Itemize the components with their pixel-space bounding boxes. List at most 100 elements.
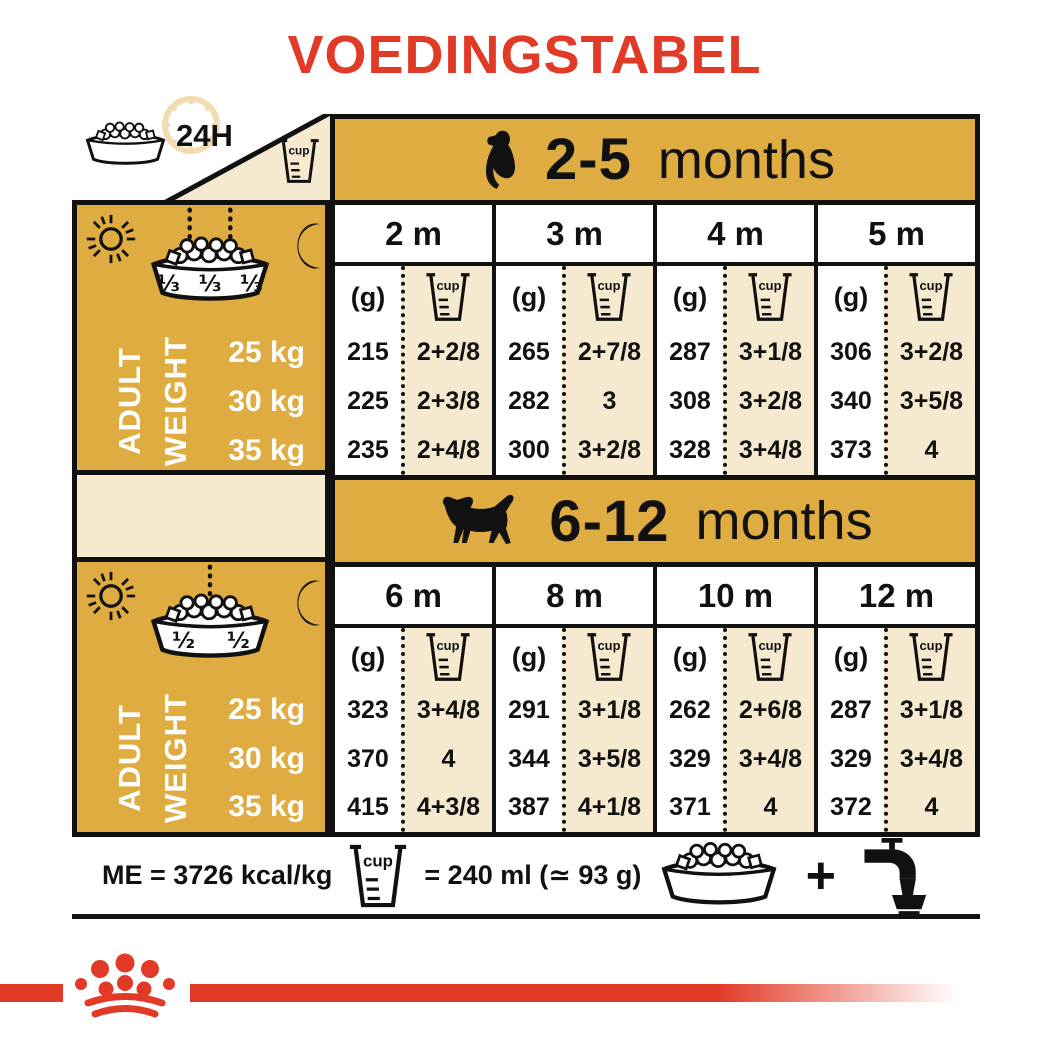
grams-value: 329: [830, 744, 872, 773]
weight-label: 35 kg: [228, 434, 305, 467]
grams-header: (g): [672, 281, 708, 312]
grams-value: 300: [508, 436, 550, 464]
puppy-icon: [486, 130, 516, 189]
month-label: 4 m: [657, 205, 814, 266]
age-unit: months: [657, 129, 835, 190]
month-label: 2 m: [335, 205, 492, 266]
cup-value: 3+4/8: [899, 744, 964, 773]
cup-equivalence: = 240 ml (≃ 93 g): [424, 860, 642, 890]
footer-legend: ME = 3726 kcal/kg = 240 ml (≃ 93 g) +: [72, 832, 980, 919]
fraction-label: ⅓: [199, 272, 222, 297]
weight-label: 35 kg: [228, 790, 305, 824]
brand-bar-left: [0, 984, 63, 1002]
section-header-2-5-months: 2-5 months: [335, 119, 975, 200]
cup-value: 3+1/8: [577, 695, 642, 724]
grams-value: 329: [669, 744, 711, 773]
adult-dog-icon: [443, 494, 514, 544]
month-label: 10 m: [657, 567, 814, 628]
weight-rows: 25 kg 30 kg 35 kg: [189, 686, 309, 832]
cup-value: 2+3/8: [416, 387, 481, 415]
cup-value: 2+4/8: [416, 436, 481, 464]
fraction-label: ½: [172, 629, 195, 654]
grams-value: 291: [508, 695, 550, 724]
fraction-label: ½: [227, 629, 250, 654]
bowl-thirds-icon: ⅓ ⅓ ⅓: [135, 207, 285, 313]
age-range: 2-5: [545, 127, 632, 192]
royal-canin-crown-logo: [75, 953, 175, 1018]
grams-value: 371: [669, 793, 711, 822]
grams-value: 235: [347, 436, 389, 464]
grams-header: (g): [511, 281, 547, 312]
cup-value: 2+6/8: [738, 695, 803, 724]
clock-icon: [162, 96, 220, 154]
fraction-label: ⅓: [157, 272, 180, 297]
grams-value: 344: [508, 744, 550, 773]
cup-icon: [747, 633, 794, 681]
cup-icon: [586, 273, 633, 321]
table-left-stack: ⅓ ⅓ ⅓ ADULT WEIGHT 25 kg 30 kg 35 kg: [72, 200, 330, 837]
section-header-6-12-months: 6-12 months: [335, 475, 975, 562]
grams-header: (g): [511, 641, 547, 672]
month-column-4m: 4 m (g) 287 308 328 3+1/8 3+2/8 3+4/8: [653, 205, 814, 475]
cup-value: 3+2/8: [738, 387, 803, 415]
grams-value: 265: [508, 338, 550, 366]
grams-value: 323: [347, 695, 389, 724]
cup-value: 3+1/8: [738, 338, 803, 366]
month-label: 3 m: [496, 205, 653, 266]
cup-value: 3+5/8: [899, 387, 964, 415]
grams-value: 306: [830, 338, 872, 366]
cup-icon: [586, 633, 633, 681]
month-label: 12 m: [818, 567, 975, 628]
month-column-10m: 10 m (g) 262 329 371 2+6/8 3+4/8 4: [653, 567, 814, 832]
cup-value: 3+4/8: [738, 744, 803, 773]
daily-ration-panel-2-5: ⅓ ⅓ ⅓ ADULT WEIGHT 25 kg 30 kg 35 kg: [77, 205, 325, 470]
grams-header: (g): [350, 281, 386, 312]
grams-value: 372: [830, 793, 872, 822]
grams-value: 387: [508, 793, 550, 822]
month-column-3m: 3 m (g) 265 282 300 2+7/8 3 3+2/8: [492, 205, 653, 475]
month-column-5m: 5 m (g) 306 340 373 3+2/8 3+5/8 4: [814, 205, 975, 475]
grams-value: 308: [669, 387, 711, 415]
water-tap-icon: [864, 837, 927, 914]
weight-label: 25 kg: [228, 693, 305, 726]
plus-sign: +: [805, 846, 836, 905]
kibble-bowl-icon: [86, 120, 165, 165]
grams-value: 340: [830, 387, 872, 415]
month-label: 6 m: [335, 567, 492, 628]
cup-value: 4: [924, 793, 939, 822]
month-column-12m: 12 m (g) 287 329 372 3+1/8 3+4/8 4: [814, 567, 975, 832]
cup-value: 3+5/8: [577, 744, 642, 773]
bowl-halves-icon: ½ ½: [135, 564, 285, 670]
cup-icon: [348, 841, 408, 911]
spacer-panel: [77, 470, 325, 557]
cup-icon: [425, 273, 472, 321]
grams-value: 215: [347, 338, 389, 366]
cup-value: 3+4/8: [738, 436, 803, 464]
table-right-stack: 2-5 months 2 m (g) 215 225 235 2+2/8 2+3…: [330, 114, 980, 837]
moon-icon: [297, 580, 321, 626]
cup-value: 4+3/8: [416, 793, 481, 822]
sun-icon: [85, 213, 137, 265]
months-grid-2-5: 2 m (g) 215 225 235 2+2/8 2+3/8 2+4/8: [335, 200, 975, 475]
grams-header: (g): [833, 641, 869, 672]
daily-ration-panel-6-12: ½ ½ ADULT WEIGHT 25 kg 30 kg 35 kg: [77, 557, 325, 832]
moon-icon: [297, 223, 321, 269]
months-grid-6-12: 6 m (g) 323 370 415 3+4/8 4 4+3/8: [335, 562, 975, 832]
month-label: 5 m: [818, 205, 975, 266]
grams-header: (g): [350, 641, 386, 672]
age-unit: months: [695, 491, 873, 551]
brand-bar-right: [190, 984, 990, 1002]
grams-value: 328: [669, 436, 711, 464]
cup-icon: [425, 633, 472, 681]
month-column-8m: 8 m (g) 291 344 387 3+1/8 3+5/8 4+1/8: [492, 567, 653, 832]
fraction-label: ⅓: [240, 272, 263, 297]
cup-icon: [278, 139, 320, 183]
grams-value: 373: [830, 436, 872, 464]
grams-value: 287: [830, 695, 872, 724]
cup-icon: [908, 273, 955, 321]
grams-value: 287: [669, 338, 711, 366]
cup-value: 3+2/8: [899, 338, 964, 366]
cup-icon: [747, 273, 794, 321]
metabolizable-energy: ME = 3726 kcal/kg: [102, 860, 333, 890]
